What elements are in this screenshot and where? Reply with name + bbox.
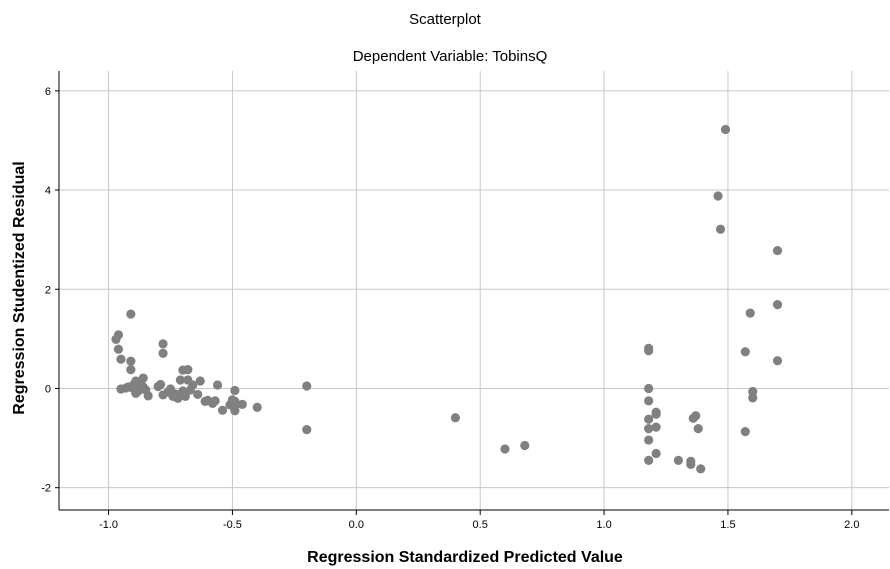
x-axis-label: Regression Standardized Predicted Value [307,549,623,566]
data-point [158,348,168,358]
data-point [230,406,240,416]
data-point [715,224,726,234]
chart-subtitle: Dependent Variable: TobinsQ [353,48,548,65]
data-point [651,409,661,419]
data-point [183,365,193,375]
x-tick-label: 2.0 [844,519,859,531]
data-point [195,376,205,386]
chart-title: Scatterplot [409,11,482,28]
data-point [748,393,758,403]
data-point [126,365,136,375]
data-point [713,191,723,201]
x-tick-label: 1.0 [596,519,611,531]
data-point [651,422,661,432]
data-point [252,402,262,412]
data-point [113,344,124,354]
data-point [175,375,186,385]
data-point [237,399,247,409]
data-point [217,405,228,415]
data-point [740,427,750,437]
data-point [113,330,124,340]
data-point [450,413,461,423]
data-point [230,385,240,396]
x-tick-label: -1.0 [99,519,118,531]
data-point [772,356,783,366]
x-tick-label: 1.5 [720,519,735,531]
data-point [212,380,223,390]
data-point [644,455,654,465]
data-point [693,424,703,434]
x-tick-label: 0.5 [473,519,488,531]
data-point [740,347,750,357]
data-point [745,308,755,318]
data-point [126,356,136,366]
y-tick-label: 4 [45,185,51,197]
data-point [772,300,783,310]
data-point [116,354,126,364]
data-point [158,339,168,349]
data-point [143,391,153,401]
data-point [520,440,530,451]
data-point [691,411,701,421]
y-tick-label: 6 [45,86,51,98]
data-point [644,396,654,406]
y-axis-label: Regression Studentized Residual [11,161,28,414]
data-point [138,373,148,383]
data-point [173,393,183,403]
data-point [651,448,661,459]
data-point [126,309,136,319]
grid-lines [59,71,889,510]
data-point [772,245,783,256]
x-tick-label: -0.5 [223,519,242,531]
data-point [673,455,684,465]
data-point [644,435,654,445]
data-point [644,346,654,356]
data-point [302,425,312,435]
data-point [644,414,654,424]
data-point [210,396,220,406]
axes [55,71,889,515]
data-point [230,396,240,406]
data-point [500,444,510,454]
data-point [188,380,198,390]
data-point [720,124,731,135]
y-tick-label: 2 [45,284,51,296]
y-tick-label: -2 [41,483,51,495]
y-tick-label: 0 [45,383,51,395]
data-point [686,459,696,469]
data-point [696,464,706,474]
tick-labels: -1.0 -0.5 0.0 0.5 1.0 1.5 2.0 -2 0 2 4 6 [41,86,859,531]
data-point [302,381,312,391]
data-point [644,383,654,394]
data-point [748,386,758,397]
data-points [111,124,783,474]
data-point [180,391,190,402]
x-tick-label: 0.0 [349,519,364,531]
data-point [644,424,654,434]
data-point [193,389,203,400]
data-point [155,379,166,390]
